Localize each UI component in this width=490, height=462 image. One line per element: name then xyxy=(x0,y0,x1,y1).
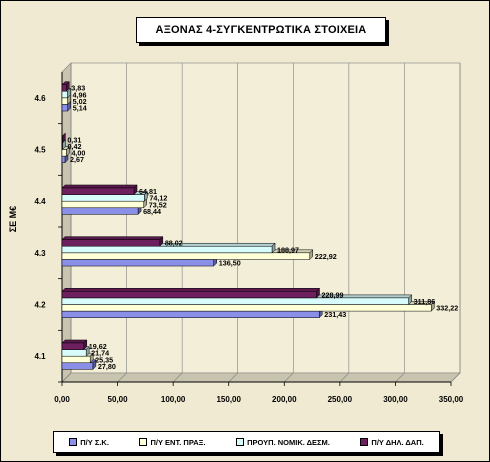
data-label: 0,42 xyxy=(67,142,81,151)
legend-swatch xyxy=(69,438,78,446)
x-tick-label: 300,00 xyxy=(383,395,408,404)
data-label: 68,44 xyxy=(143,207,161,216)
y-tick-label: 4.5 xyxy=(34,146,46,155)
legend-item: Π/Υ ΔΗΛ. ΔΑΠ. xyxy=(360,437,424,447)
bar xyxy=(61,245,273,254)
data-label: 5,02 xyxy=(73,97,87,106)
bar xyxy=(61,187,135,195)
bar-top xyxy=(61,288,321,292)
y-axis-label: ΣΕ Μ€ xyxy=(8,205,18,233)
bar xyxy=(61,84,67,92)
grid-line-foot xyxy=(395,372,405,383)
x-tick-label: 100,00 xyxy=(161,395,186,404)
grid-line-foot xyxy=(172,372,183,383)
legend-swatch xyxy=(360,438,369,446)
legend-swatch xyxy=(139,438,148,446)
data-label: 222,92 xyxy=(315,252,337,261)
legend-item: Π/Υ ΕΝΤ. ΠΡΑΞ. xyxy=(139,437,206,447)
legend-swatch xyxy=(236,438,245,446)
y-tick-label: 4.4 xyxy=(34,197,46,206)
chart-title: ΑΞΟΝΑΣ 4-ΣΥΓΚΕΝΤΡΩΤΙΚΑ ΣΤΟΙΧΕΙΑ xyxy=(136,17,386,43)
data-label: 64,81 xyxy=(139,187,157,196)
x-tick-label: 0,00 xyxy=(54,395,70,404)
x-tick-label: 350,00 xyxy=(439,395,464,404)
bar-top xyxy=(61,184,138,189)
bar xyxy=(61,239,161,247)
data-label: 136,50 xyxy=(219,259,241,268)
legend-item: ΠΡΟΥΠ. ΝΟΜΙΚ. ΔΕΣΜ. xyxy=(236,438,330,447)
y-tick-label: 4.6 xyxy=(34,94,46,103)
bar xyxy=(61,194,145,202)
data-label: 2,67 xyxy=(70,155,84,164)
bar xyxy=(61,342,85,350)
legend-label: ΠΡΟΥΠ. ΝΟΜΙΚ. ΔΕΣΜ. xyxy=(247,437,330,447)
grid-line-foot xyxy=(284,372,294,383)
bar xyxy=(61,252,311,260)
data-label: 88,02 xyxy=(165,239,183,248)
grid-line-foot xyxy=(228,372,238,383)
data-label: 25,35 xyxy=(95,355,113,364)
x-tick-label: 150,00 xyxy=(216,395,241,404)
back-wall xyxy=(70,62,461,374)
data-label: 332,22 xyxy=(436,304,458,313)
bar xyxy=(61,142,63,150)
bar xyxy=(61,297,409,305)
y-tick-label: 4.2 xyxy=(34,301,46,310)
legend: Π/Υ Σ.Κ. Π/Υ ΕΝΤ. ΠΡΑΞ. ΠΡΟΥΠ. ΝΟΜΙΚ. ΔΕΣΜ… xyxy=(53,431,440,453)
bar xyxy=(61,104,68,112)
data-label: 19,62 xyxy=(89,342,107,351)
x-tick-label: 200,00 xyxy=(272,395,297,404)
bar xyxy=(61,136,63,144)
data-label: 27,80 xyxy=(98,362,116,371)
bar xyxy=(61,304,432,312)
legend-label: Π/Υ Σ.Κ. xyxy=(80,437,109,447)
data-label: 5,14 xyxy=(73,104,87,113)
bar xyxy=(61,355,91,364)
bar xyxy=(61,259,214,267)
bar xyxy=(61,310,320,318)
bar xyxy=(61,362,94,370)
data-label: 231,43 xyxy=(324,310,346,319)
y-tick-label: 4.3 xyxy=(34,249,46,258)
bar xyxy=(61,90,68,99)
legend-item: Π/Υ Σ.Κ. xyxy=(69,438,109,447)
data-label: 188,97 xyxy=(277,245,299,254)
bar xyxy=(61,207,139,215)
grid-line-foot xyxy=(117,372,127,383)
data-label: 0,31 xyxy=(67,135,81,144)
bar xyxy=(61,349,87,357)
bar-top xyxy=(61,236,164,240)
data-label: 3,83 xyxy=(71,84,85,93)
x-tick-label: 50,00 xyxy=(108,395,129,404)
data-label: 4,00 xyxy=(71,149,85,158)
data-label: 73,52 xyxy=(149,200,167,209)
legend-label: Π/Υ ΔΗΛ. ΔΑΠ. xyxy=(371,437,424,447)
bar xyxy=(61,149,67,157)
data-label: 21,74 xyxy=(91,349,109,358)
bar xyxy=(61,97,68,105)
data-label: 4,96 xyxy=(73,90,87,99)
legend-label: Π/Υ ΕΝΤ. ΠΡΑΞ. xyxy=(150,437,206,447)
grid-line-foot xyxy=(450,372,461,383)
bar xyxy=(61,200,144,209)
grid-line-foot xyxy=(339,372,350,383)
data-label: 311,86 xyxy=(414,297,436,306)
x-tick-label: 250,00 xyxy=(328,395,353,404)
grid-line-foot xyxy=(61,372,72,383)
data-label: 74,12 xyxy=(149,194,167,203)
bar xyxy=(61,291,317,299)
y-tick-label: 4.1 xyxy=(34,352,46,361)
data-label: 228,99 xyxy=(322,290,344,299)
bar xyxy=(61,155,66,163)
bar-top xyxy=(61,339,88,344)
